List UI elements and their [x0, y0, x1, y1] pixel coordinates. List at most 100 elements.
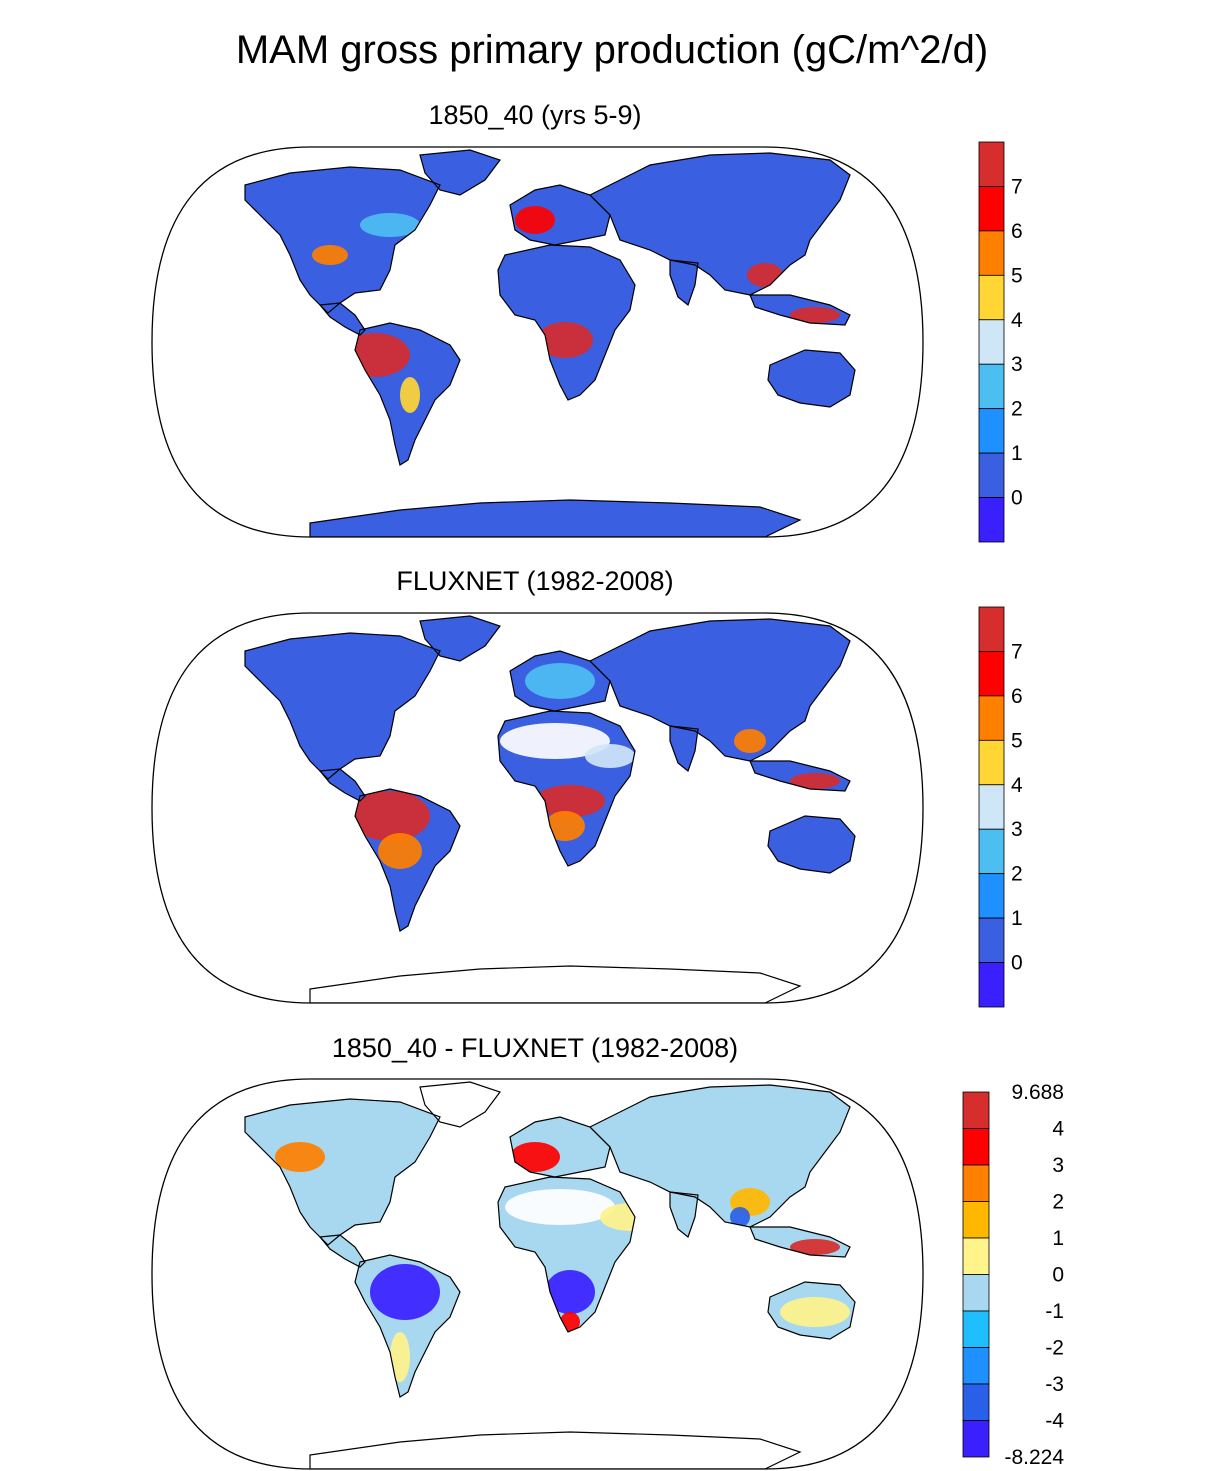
colorbar-swatch — [962, 1201, 990, 1239]
data-region — [545, 1270, 595, 1314]
coastline — [354, 788, 461, 932]
land-australia — [768, 816, 855, 873]
data-region — [390, 1332, 410, 1382]
panel-1-title: 1850_40 (yrs 5-9) — [428, 100, 642, 130]
coastline — [244, 1098, 441, 1246]
colorbar-tick-label: -1 — [1045, 1300, 1064, 1323]
coastline — [749, 760, 851, 792]
colorbar-tick-label: 1 — [1011, 442, 1023, 465]
colorbar-swatch — [978, 363, 1005, 410]
coastline — [419, 1081, 501, 1128]
panel-3-title: 1850_40 - FLUXNET (1982-2008) — [331, 1033, 739, 1063]
land-northAmerica — [245, 1099, 440, 1245]
colorbar-tick-label: 5 — [1011, 729, 1023, 752]
data-region — [790, 1239, 840, 1255]
land-northAmerica — [245, 633, 440, 779]
map-border — [151, 146, 924, 538]
colorbar-tick-label: -8.224 — [1004, 1446, 1064, 1469]
coastline — [509, 184, 611, 246]
colorbar-tick-label: 4 — [1052, 1118, 1064, 1141]
data-region — [275, 1142, 325, 1172]
colorbar-swatch — [978, 739, 1005, 786]
land-asia — [590, 153, 850, 295]
colorbar-tick-label: -2 — [1045, 1337, 1064, 1360]
coastline — [749, 1226, 851, 1258]
data-region — [790, 773, 840, 789]
data-region — [537, 322, 593, 358]
colorbar-tick-label: 4 — [1011, 774, 1023, 797]
colorbar-swatch — [978, 651, 1005, 697]
map-panel-2 — [151, 612, 924, 1004]
colorbar-tick-label: 5 — [1011, 264, 1023, 287]
data-region — [510, 1142, 560, 1172]
data-region — [515, 206, 555, 234]
colorbar-swatch — [978, 784, 1005, 830]
land-greenland — [420, 1082, 500, 1127]
coastline — [309, 965, 802, 1003]
data-region — [312, 245, 348, 265]
map-panel-3 — [151, 1078, 924, 1470]
colorbar-tick-label: 2 — [1011, 398, 1023, 421]
coastline — [244, 632, 441, 780]
data-region — [535, 785, 605, 817]
colorbar-swatch — [978, 695, 1005, 741]
data-region — [525, 663, 595, 699]
coastline — [309, 1431, 802, 1469]
coastline — [497, 1176, 636, 1333]
colorbar-tick-label: 2 — [1052, 1191, 1064, 1214]
coastline — [669, 725, 699, 772]
colorbar-tick-label: 3 — [1011, 818, 1023, 841]
colorbar-panel-1: 7 6 5 4 3 2 1 0 — [978, 141, 1023, 543]
colorbar-tick-label: 9.688 — [1011, 1081, 1064, 1104]
data-region — [500, 723, 610, 759]
coastline — [509, 650, 611, 712]
colorbar-tick-label: 1 — [1052, 1227, 1064, 1250]
colorbar-tick-label: 1 — [1011, 907, 1023, 930]
colorbar-tick-label: 7 — [1011, 175, 1023, 198]
colorbar-swatch — [962, 1274, 990, 1312]
colorbar-swatch — [978, 230, 1005, 276]
coastline — [244, 166, 441, 314]
colorbar-swatch — [978, 452, 1005, 498]
colorbar-panel-3: 9.688 4 3 2 1 0 -1 -2 -3 -4 -8.224 — [962, 1081, 1064, 1469]
data-region — [505, 1189, 615, 1225]
land-antarctica — [310, 966, 800, 1003]
colorbar-swatch — [962, 1237, 990, 1275]
panel-2-title: FLUXNET (1982-2008) — [396, 566, 674, 596]
colorbar-tick-label: 6 — [1011, 220, 1023, 243]
coastline — [669, 259, 699, 306]
coastline — [318, 1234, 366, 1268]
colorbar-swatch — [962, 1420, 990, 1458]
data-region — [378, 833, 422, 869]
land-asia — [590, 619, 850, 761]
coastline — [497, 244, 636, 401]
map-border — [151, 612, 924, 1004]
colorbar-swatch — [962, 1347, 990, 1385]
data-region — [585, 744, 635, 768]
coastline — [509, 1116, 611, 1178]
coastline — [588, 618, 851, 762]
colorbar-swatch — [978, 319, 1005, 365]
land-asia — [590, 1085, 850, 1227]
colorbar-swatch — [962, 1310, 990, 1348]
coastline — [767, 1281, 856, 1340]
colorbar-tick-label: 0 — [1052, 1264, 1064, 1287]
colorbar-tick-label: 4 — [1011, 309, 1023, 332]
land-antarctica — [310, 500, 800, 537]
map-border — [151, 1078, 924, 1470]
colorbar-swatch — [978, 141, 1005, 187]
coastline — [419, 149, 501, 196]
coastline — [767, 815, 856, 874]
figure-title: MAM gross primary production (gC/m^2/d) — [235, 28, 989, 72]
coastline — [354, 1254, 461, 1398]
land-greenland — [420, 616, 500, 661]
colorbar-swatch — [978, 917, 1005, 963]
coastline — [588, 1084, 851, 1228]
data-region — [730, 1207, 750, 1227]
data-region — [790, 307, 840, 323]
colorbar-swatch — [978, 408, 1005, 454]
colorbar-swatch — [978, 497, 1005, 543]
coastline — [354, 322, 461, 466]
colorbar-panel-2: 7 6 5 4 3 2 1 0 — [978, 606, 1023, 1008]
colorbar-tick-label: 6 — [1011, 685, 1023, 708]
